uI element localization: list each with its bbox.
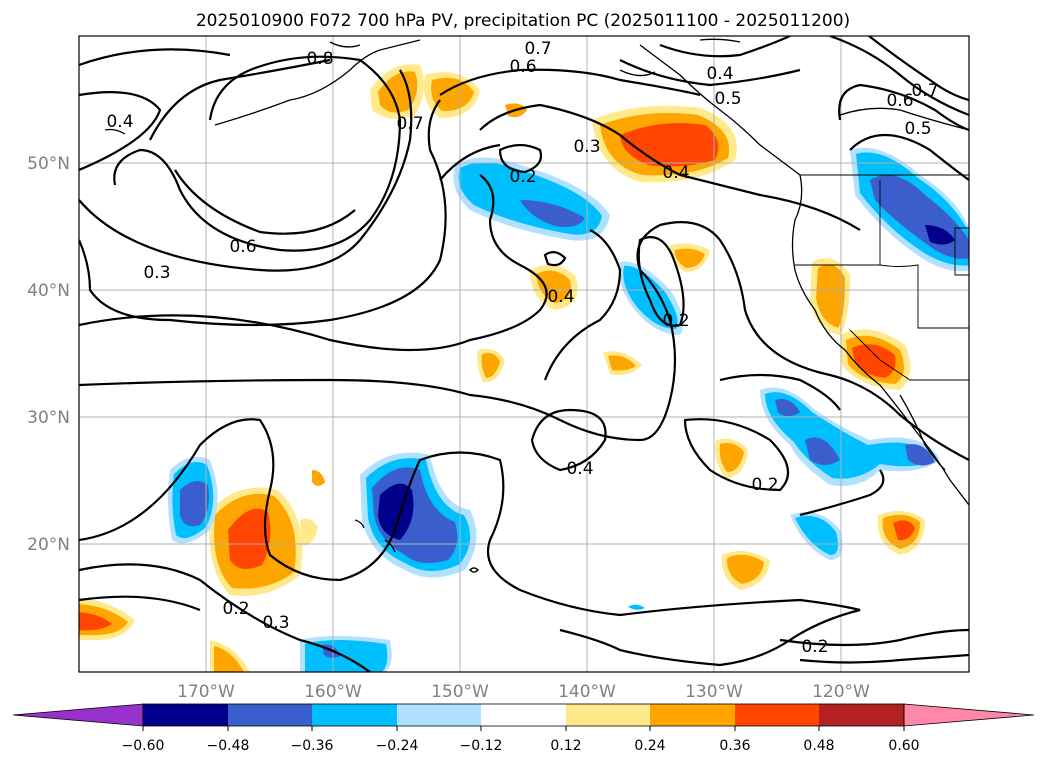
contour-label: 0.6 — [229, 237, 256, 257]
colorbar-segment — [566, 704, 650, 726]
contour-label: 0.4 — [662, 163, 689, 183]
contour-label: 0.6 — [886, 91, 913, 111]
contour-label: 0.2 — [222, 599, 249, 619]
colorbar-tick-label: −0.48 — [207, 738, 250, 754]
contour-label: 0.2 — [751, 475, 778, 495]
precip-negative-shading — [167, 147, 969, 672]
colorbar-ticks — [142, 726, 905, 731]
colorbar-segment — [312, 704, 397, 726]
colorbar-tick-label: −0.12 — [460, 738, 503, 754]
lat-label-20n: 20°N — [27, 535, 70, 555]
colorbar-extend-min — [12, 703, 144, 727]
map-area: 0.8 0.7 0.6 0.4 0.5 0.6 0.7 0.5 0.4 0.7 … — [79, 36, 969, 672]
colorbar-tick-label: −0.36 — [291, 738, 334, 754]
pv-contours — [79, 36, 969, 672]
contour-label: 0.3 — [262, 613, 289, 633]
lat-label-30n: 30°N — [27, 408, 70, 428]
colorbar-tick-label: −0.60 — [122, 738, 165, 754]
contour-label: 0.7 — [396, 114, 423, 134]
contour-label: 0.2 — [801, 637, 828, 657]
contour-label: 0.7 — [911, 81, 938, 101]
colorbar-segment — [650, 704, 735, 726]
graticule — [79, 36, 969, 672]
lon-label-140w: 140°W — [558, 682, 616, 702]
coastlines — [104, 38, 969, 573]
colorbar-segment — [397, 704, 481, 726]
contour-label: 0.5 — [714, 89, 741, 109]
colorbar-segment — [228, 704, 312, 726]
colorbar-tick-label: 0.36 — [719, 738, 750, 754]
contour-label: 0.3 — [573, 137, 600, 157]
lat-label-50n: 50°N — [27, 154, 70, 174]
lon-label-150w: 150°W — [431, 682, 489, 702]
latitude-labels: 50°N 40°N 30°N 20°N — [27, 154, 70, 555]
figure-title: 2025010900 F072 700 hPa PV, precipitatio… — [196, 11, 850, 31]
lat-label-40n: 40°N — [27, 281, 70, 301]
precip-positive-shading — [79, 64, 925, 672]
colorbar-tick-label: 0.60 — [888, 738, 919, 754]
contour-label: 0.4 — [706, 64, 733, 84]
colorbar-segment — [735, 704, 819, 726]
colorbar-frame — [142, 703, 905, 727]
contour-labels: 0.8 0.7 0.6 0.4 0.5 0.6 0.7 0.5 0.4 0.7 … — [106, 39, 938, 657]
contour-label: 0.2 — [662, 311, 689, 331]
colorbar-extend-max — [903, 703, 1035, 727]
contour-label: 0.8 — [306, 49, 333, 69]
contour-label: 0.4 — [566, 459, 593, 479]
colorbar-tick-label: 0.24 — [634, 738, 665, 754]
map-frame — [78, 35, 970, 673]
contour-label: 0.4 — [106, 112, 133, 132]
colorbar-segment — [481, 704, 566, 726]
colorbar-segment — [143, 704, 228, 726]
contour-label: 0.2 — [509, 167, 536, 187]
colorbar-tick-label: −0.24 — [376, 738, 419, 754]
lon-label-160w: 160°W — [304, 682, 362, 702]
lon-label-170w: 170°W — [177, 682, 235, 702]
lon-label-130w: 130°W — [685, 682, 743, 702]
colorbar-segment — [819, 704, 904, 726]
colorbar-tick-label: 0.48 — [803, 738, 834, 754]
longitude-labels: 170°W 160°W 150°W 140°W 130°W 120°W — [177, 682, 870, 702]
lon-label-120w: 120°W — [812, 682, 870, 702]
political-borders — [795, 174, 969, 381]
contour-label: 0.6 — [509, 57, 536, 77]
contour-label: 0.5 — [904, 119, 931, 139]
contour-label: 0.3 — [143, 263, 170, 283]
colorbar: −0.60 −0.48 −0.36 −0.24 −0.12 0.12 0.24 … — [12, 703, 1035, 754]
contour-label: 0.4 — [547, 287, 574, 307]
colorbar-tick-label: 0.12 — [550, 738, 581, 754]
contour-label: 0.7 — [524, 39, 551, 59]
